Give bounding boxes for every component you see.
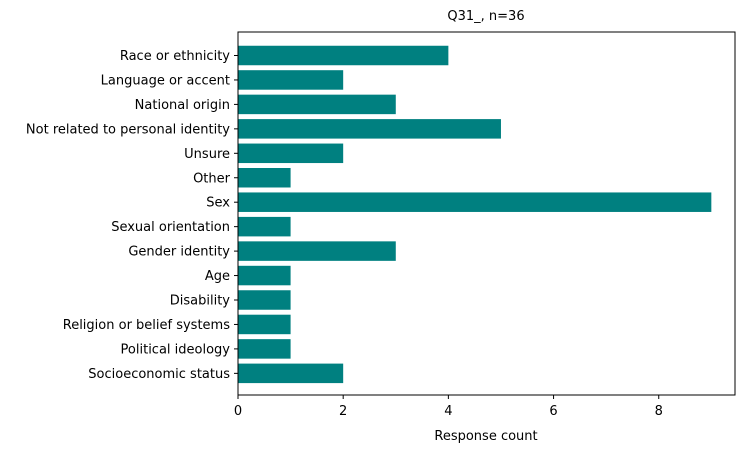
x-axis-label: Response count: [434, 429, 537, 444]
bar: [238, 119, 501, 139]
bar: [238, 265, 291, 286]
bar: [238, 94, 396, 115]
x-axis-ticks: 0 2 4 6 8: [234, 395, 663, 419]
bar: [238, 70, 344, 90]
y-tick-label: Gender identity: [128, 245, 230, 260]
y-tick-label: Age: [205, 269, 230, 284]
x-tick-label: 2: [339, 404, 347, 419]
plot-frame: [237, 31, 736, 396]
bar: [238, 314, 291, 335]
x-tick-label: 8: [655, 404, 663, 419]
y-tick-label: Unsure: [184, 147, 230, 162]
y-tick-label: Other: [193, 171, 231, 186]
bar: [238, 168, 291, 188]
y-axis-ticks: Race or ethnicity Language or accent Natio…: [26, 49, 238, 382]
bars-group: [238, 45, 712, 384]
y-tick-label: Language or accent: [101, 73, 230, 88]
y-tick-label: Sexual orientation: [111, 220, 230, 235]
bar: [238, 241, 396, 261]
y-tick-label: Not related to personal identity: [26, 122, 230, 137]
bar: [238, 290, 291, 310]
y-tick-label: Race or ethnicity: [120, 49, 230, 64]
bar: [238, 192, 712, 212]
x-tick-label: 4: [444, 404, 452, 419]
y-tick-label: Sex: [206, 196, 230, 211]
y-tick-label: Religion or belief systems: [63, 318, 230, 333]
chart-title: Q31_, n=36: [447, 9, 524, 24]
y-tick-label: Disability: [170, 294, 231, 309]
bar: [238, 45, 449, 66]
bar: [238, 339, 291, 359]
x-tick-label: 6: [549, 404, 557, 419]
y-tick-label: National origin: [135, 98, 230, 113]
bar: [238, 143, 344, 164]
y-tick-label: Socioeconomic status: [88, 367, 230, 382]
y-tick-label: Political ideology: [121, 342, 231, 357]
bar: [238, 216, 291, 237]
bar: [238, 363, 344, 384]
x-tick-label: 0: [234, 404, 242, 419]
